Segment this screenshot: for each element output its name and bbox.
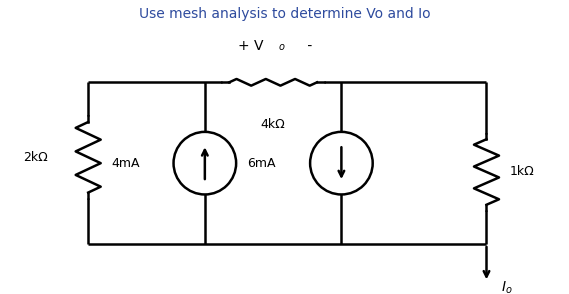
Text: 2kΩ: 2kΩ: [24, 151, 48, 164]
Text: $I_o$: $I_o$: [501, 279, 512, 294]
Text: 4kΩ: 4kΩ: [261, 118, 286, 131]
Text: 4mA: 4mA: [111, 157, 139, 170]
Text: 6mA: 6mA: [248, 157, 276, 170]
Text: 1kΩ: 1kΩ: [509, 166, 534, 178]
Text: $_o$: $_o$: [278, 39, 286, 53]
Text: + V: + V: [238, 39, 263, 53]
Text: -: -: [303, 39, 312, 53]
Text: Use mesh analysis to determine Vo and Io: Use mesh analysis to determine Vo and Io: [139, 7, 430, 21]
